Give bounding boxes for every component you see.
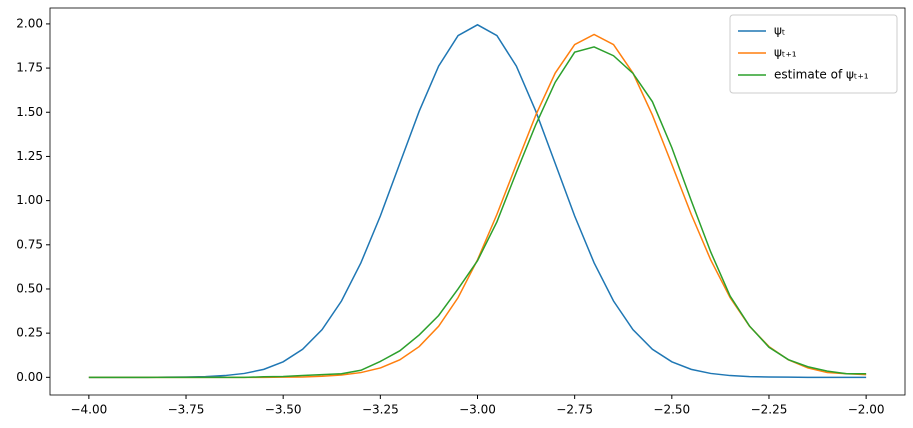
x-tick-label: −2.25	[751, 403, 788, 417]
x-tick-label: −2.00	[848, 403, 885, 417]
x-tick-label: −3.75	[168, 403, 205, 417]
y-tick-label: 1.75	[16, 61, 43, 75]
y-tick-label: 0.50	[16, 281, 43, 295]
x-tick-label: −4.00	[70, 403, 107, 417]
line	[88, 46, 867, 379]
legend-label: estimate of ψₜ₊₁	[774, 68, 869, 82]
y-tick-label: 0.00	[16, 370, 43, 384]
x-tick-label: −3.25	[362, 403, 399, 417]
x-tick-label: −3.50	[265, 403, 302, 417]
y-tick-label: 0.75	[16, 237, 43, 251]
legend-label: ψₜ₊₁	[774, 46, 797, 60]
y-tick-label: 1.50	[16, 105, 43, 119]
y-tick-label: 2.00	[16, 16, 43, 30]
y-tick-label: 1.00	[16, 193, 43, 207]
plot-frame	[49, 7, 906, 396]
x-tick-label: −2.75	[556, 403, 593, 417]
y-tick-label: 0.25	[16, 326, 43, 340]
legend-label: ψₜ	[774, 24, 785, 38]
y-tick-label: 1.25	[16, 149, 43, 163]
x-tick-label: −2.50	[653, 403, 690, 417]
legend-box	[729, 14, 898, 94]
line	[88, 23, 867, 379]
x-tick-label: −3.00	[459, 403, 496, 417]
